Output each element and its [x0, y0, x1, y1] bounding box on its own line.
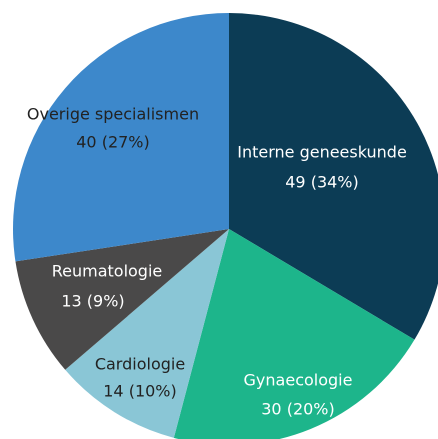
pie-slice	[15, 229, 229, 370]
slice-label: Reumatologie	[52, 262, 163, 281]
value-label: 40 (27%)	[76, 133, 150, 152]
pie-slice	[229, 13, 438, 340]
pie-slice	[65, 229, 229, 438]
slice-label: Overige specialismen	[27, 105, 199, 124]
pie-slice	[173, 229, 415, 439]
slice-label: Interne geneeskunde	[237, 143, 407, 162]
slice-label: Gynaecologie	[244, 371, 353, 390]
value-label: 13 (9%)	[61, 292, 124, 311]
value-label: 49 (34%)	[285, 173, 359, 192]
value-label: 30 (20%)	[261, 400, 335, 419]
slice-label: Cardiologie	[95, 355, 185, 374]
value-label: 14 (10%)	[103, 382, 177, 401]
pie-slice	[12, 13, 229, 262]
